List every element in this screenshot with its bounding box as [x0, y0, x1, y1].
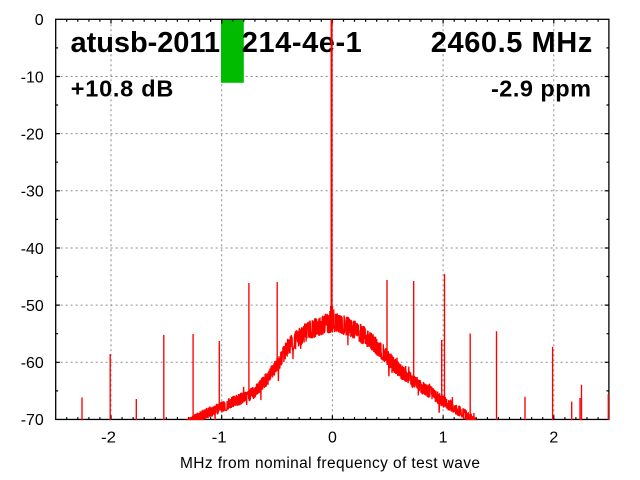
svg-text:2: 2: [549, 429, 558, 446]
svg-text:atusb-2011: atusb-2011: [71, 27, 221, 59]
svg-text:+10.8 dB: +10.8 dB: [71, 75, 174, 101]
svg-text:-40: -40: [21, 241, 44, 258]
svg-text:214-4e-1: 214-4e-1: [242, 27, 362, 59]
svg-text:-70: -70: [21, 412, 44, 429]
svg-text:-2: -2: [101, 429, 116, 446]
svg-text:0: 0: [328, 429, 337, 446]
svg-text:-2.9 ppm: -2.9 ppm: [491, 75, 591, 101]
svg-text:0: 0: [35, 12, 44, 29]
svg-text:1: 1: [439, 429, 448, 446]
svg-text:2460.5 MHz: 2460.5 MHz: [431, 27, 593, 59]
svg-text:-1: -1: [212, 429, 227, 446]
svg-text:MHz from nominal frequency of: MHz from nominal frequency of test wave: [180, 455, 480, 472]
svg-text:-10: -10: [21, 69, 44, 86]
svg-text:-20: -20: [21, 126, 44, 143]
svg-text:-60: -60: [21, 355, 44, 372]
svg-text:-30: -30: [21, 184, 44, 201]
svg-text:-50: -50: [21, 298, 44, 315]
